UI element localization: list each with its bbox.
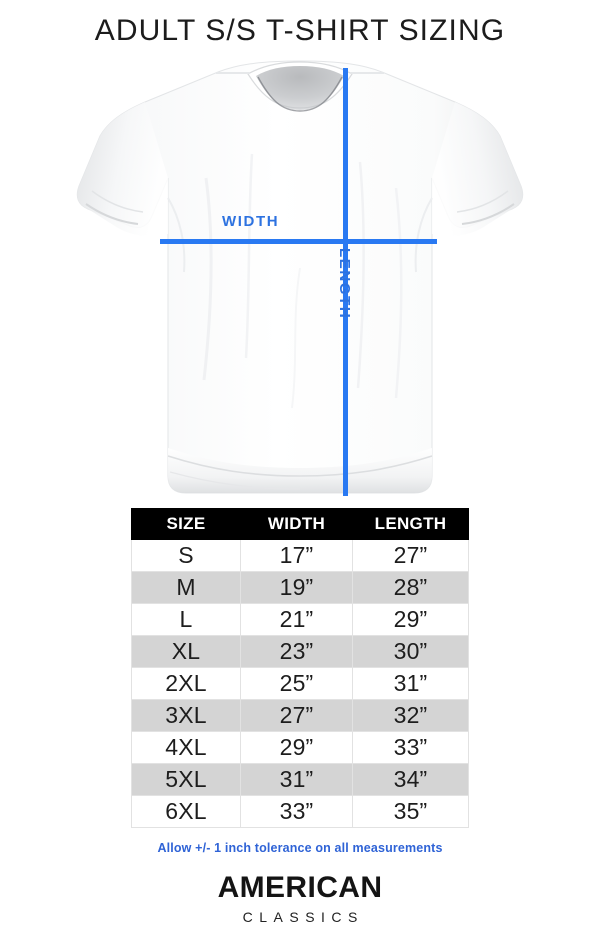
table-row: XL 23” 30”	[131, 635, 469, 668]
column-header-length: LENGTH	[352, 508, 469, 540]
cell-size: 4XL	[131, 731, 241, 764]
cell-size: L	[131, 603, 241, 636]
tolerance-note: Allow +/- 1 inch tolerance on all measur…	[157, 841, 443, 855]
table-body: S 17” 27” M 19” 28” L 21” 29” XL 23” 30”…	[131, 539, 469, 828]
cell-width: 31”	[240, 763, 353, 796]
table-row: 4XL 29” 33”	[131, 731, 469, 764]
cell-length: 27”	[352, 539, 469, 572]
brand-logo: AMERICAN CLASSICS	[0, 872, 600, 925]
cell-length: 34”	[352, 763, 469, 796]
cell-width: 27”	[240, 699, 353, 732]
cell-length: 28”	[352, 571, 469, 604]
cell-length: 31”	[352, 667, 469, 700]
cell-length: 30”	[352, 635, 469, 668]
cell-size: S	[131, 539, 241, 572]
column-header-size: SIZE	[131, 508, 241, 540]
tshirt-illustration	[76, 60, 524, 494]
table-header-row: SIZE WIDTH LENGTH	[131, 508, 469, 540]
page-title: ADULT S/S T-SHIRT SIZING	[94, 14, 506, 47]
cell-width: 29”	[240, 731, 353, 764]
cell-size: 2XL	[131, 667, 241, 700]
table-row: L 21” 29”	[131, 603, 469, 636]
cell-size: M	[131, 571, 241, 604]
table-row: M 19” 28”	[131, 571, 469, 604]
table-row: S 17” 27”	[131, 539, 469, 572]
tshirt-diagram: WIDTH LENGTH	[0, 58, 600, 506]
column-header-width: WIDTH	[240, 508, 353, 540]
size-chart-table: SIZE WIDTH LENGTH S 17” 27” M 19” 28” L …	[131, 508, 469, 828]
cell-size: 6XL	[131, 795, 241, 828]
brand-name-secondary: CLASSICS	[242, 908, 364, 925]
cell-length: 35”	[352, 795, 469, 828]
cell-length: 29”	[352, 603, 469, 636]
table-row: 5XL 31” 34”	[131, 763, 469, 796]
cell-width: 33”	[240, 795, 353, 828]
cell-width: 25”	[240, 667, 353, 700]
cell-length: 32”	[352, 699, 469, 732]
table-row: 3XL 27” 32”	[131, 699, 469, 732]
cell-width: 17”	[240, 539, 353, 572]
brand-name-primary: AMERICAN	[217, 871, 383, 904]
cell-width: 21”	[240, 603, 353, 636]
cell-width: 23”	[240, 635, 353, 668]
cell-size: XL	[131, 635, 241, 668]
table-row: 6XL 33” 35”	[131, 795, 469, 828]
cell-length: 33”	[352, 731, 469, 764]
table-header: SIZE WIDTH LENGTH	[131, 508, 469, 540]
table-row: 2XL 25” 31”	[131, 667, 469, 700]
size-chart-table-container: SIZE WIDTH LENGTH S 17” 27” M 19” 28” L …	[131, 508, 469, 828]
cell-width: 19”	[240, 571, 353, 604]
cell-size: 5XL	[131, 763, 241, 796]
cell-size: 3XL	[131, 699, 241, 732]
